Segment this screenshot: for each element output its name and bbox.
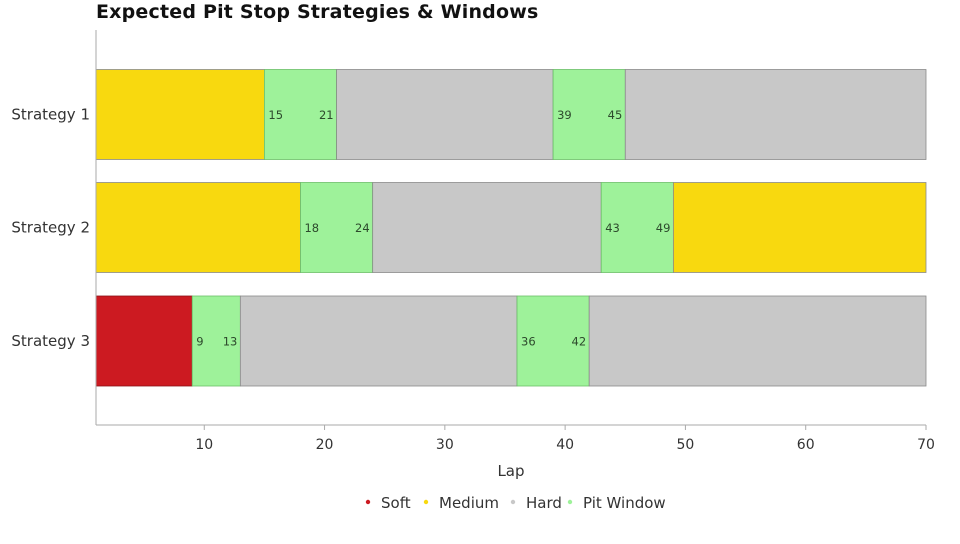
bar-segment-hard [588,295,927,387]
legend-label: Medium [439,494,499,512]
x-tick-label: 50 [677,437,695,453]
bar-segment-hard [372,182,602,273]
bar-segment-medium [672,182,927,273]
legend-item: Soft [365,494,411,512]
legend-marker [423,499,429,505]
pit-window-start-label: 39 [557,108,572,122]
bar-segment-medium [95,69,265,160]
axis-layer: 10 20 30 40 50 60 70 Strategy 1 Strategy 2 Strate… [11,30,935,453]
pit-window-end-label: 24 [355,221,370,235]
x-axis-label: Lap [497,462,524,480]
x-tick-label: 70 [917,437,935,453]
bar-segment-soft [95,295,193,387]
y-tick-label: Strategy 2 [11,219,90,237]
chart-title: Expected Pit Stop Strategies & Windows [96,1,539,23]
legend-item: Pit Window [567,494,666,512]
y-tick-label: Strategy 1 [11,106,90,124]
legend-label: Pit Window [583,494,666,512]
bar-segment-pit-window [300,182,374,273]
pit-window-end-label: 13 [223,335,238,349]
legend-item: Medium [423,494,499,512]
legend: Soft Medium Hard Pit Window [365,494,666,512]
x-tick-label: 10 [195,437,213,453]
bar-segment-hard [239,295,518,387]
pit-window-end-label: 21 [319,108,334,122]
pit-window-end-label: 42 [572,335,587,349]
x-tick-label: 20 [316,437,334,453]
x-tick-label: 60 [797,437,815,453]
legend-item: Hard [510,494,562,512]
bar-segment-hard [624,69,927,160]
legend-marker [365,499,371,505]
bar-segment-pit-window [600,182,674,273]
legend-marker [510,499,516,505]
pit-window-start-label: 36 [521,335,536,349]
bar-segment-pit-window [191,295,241,387]
legend-marker [567,499,573,505]
pit-window-start-label: 18 [304,221,319,235]
x-tick-label: 40 [556,437,574,453]
x-tick-label: 30 [436,437,454,453]
pit-window-start-label: 43 [605,221,620,235]
bars-layer: 15 21 39 45 18 24 43 49 9 13 36 42 [95,69,927,387]
bar-segment-hard [336,69,554,160]
legend-label: Soft [381,494,411,512]
pit-window-end-label: 45 [608,108,623,122]
bar-segment-pit-window [264,69,337,160]
pit-window-end-label: 49 [656,221,671,235]
y-tick-label: Strategy 3 [11,332,90,350]
bar-segment-pit-window [552,69,626,160]
bar-segment-medium [95,182,301,273]
legend-label: Hard [526,494,562,512]
pit-window-start-label: 15 [268,108,283,122]
bar-segment-pit-window [516,295,590,387]
pit-window-start-label: 9 [196,335,203,349]
